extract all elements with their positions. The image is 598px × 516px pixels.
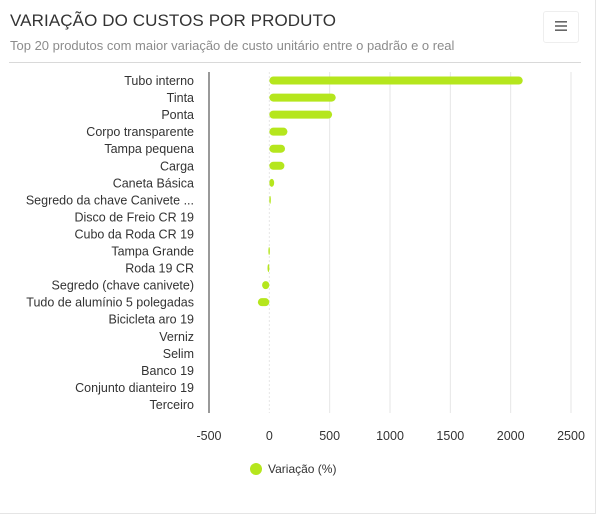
category-label: Segredo (chave canivete)	[52, 279, 194, 293]
x-tick-label: -500	[196, 429, 221, 443]
category-label: Roda 19 CR	[125, 262, 194, 276]
bar[interactable]	[269, 144, 286, 153]
bar[interactable]	[268, 247, 270, 256]
x-tick-label: 2000	[497, 429, 525, 443]
x-tick-label: 0	[266, 429, 273, 443]
category-label: Carga	[160, 159, 194, 173]
legend-item[interactable]: Variação (%)	[250, 462, 336, 476]
x-tick-label: 1500	[436, 429, 464, 443]
x-tick-label: 2500	[557, 429, 585, 443]
bars	[257, 76, 523, 307]
header-divider	[9, 62, 581, 63]
category-label: Tudo de alumínio 5 polegadas	[26, 296, 194, 310]
category-label: Disco de Freio CR 19	[75, 210, 195, 224]
category-labels: Tubo interno Tinta Ponta Corpo transparente…	[26, 74, 194, 412]
bar[interactable]	[269, 161, 285, 170]
bar[interactable]	[269, 93, 336, 102]
category-label: Verniz	[159, 330, 194, 344]
value-tick-labels: -500 0 500 1000 1500 2000 2500	[196, 429, 584, 443]
bar[interactable]	[269, 195, 271, 204]
category-label: Selim	[163, 347, 194, 361]
category-label: Ponta	[161, 108, 194, 122]
category-label: Segredo da chave Canivete ...	[26, 193, 194, 207]
x-tick-label: 500	[319, 429, 340, 443]
chart-title: VARIAÇÃO DO CUSTOS POR PRODUTO	[10, 11, 337, 30]
chart-menu-button[interactable]	[543, 11, 579, 43]
bar[interactable]	[269, 178, 275, 187]
bar-chart: Tubo interno Tinta Ponta Corpo transparente…	[26, 72, 585, 443]
x-tick-label: 1000	[376, 429, 404, 443]
legend-label: Variação (%)	[268, 462, 337, 476]
category-label: Banco 19	[141, 364, 194, 378]
category-label: Conjunto dianteiro 19	[75, 381, 194, 395]
grid-lines	[268, 72, 572, 413]
bar[interactable]	[262, 281, 270, 290]
bar[interactable]	[267, 264, 270, 273]
category-label: Tubo interno	[124, 74, 194, 88]
category-label: Bicicleta aro 19	[109, 313, 195, 327]
category-label: Corpo transparente	[86, 125, 194, 139]
category-label: Terceiro	[150, 398, 195, 412]
chart-subtitle: Top 20 produtos com maior variação de cu…	[10, 38, 455, 53]
category-label: Tinta	[167, 91, 194, 105]
bar[interactable]	[269, 127, 288, 136]
category-label: Tampa Grande	[111, 245, 194, 259]
category-label: Caneta Básica	[113, 176, 194, 190]
bar[interactable]	[257, 298, 270, 307]
category-label: Cubo da Roda CR 19	[74, 227, 194, 241]
category-label: Tampa pequena	[104, 142, 194, 156]
bar[interactable]	[269, 76, 523, 85]
hamburger-menu-icon	[555, 18, 567, 36]
bar[interactable]	[269, 110, 333, 119]
legend-marker	[250, 463, 262, 475]
